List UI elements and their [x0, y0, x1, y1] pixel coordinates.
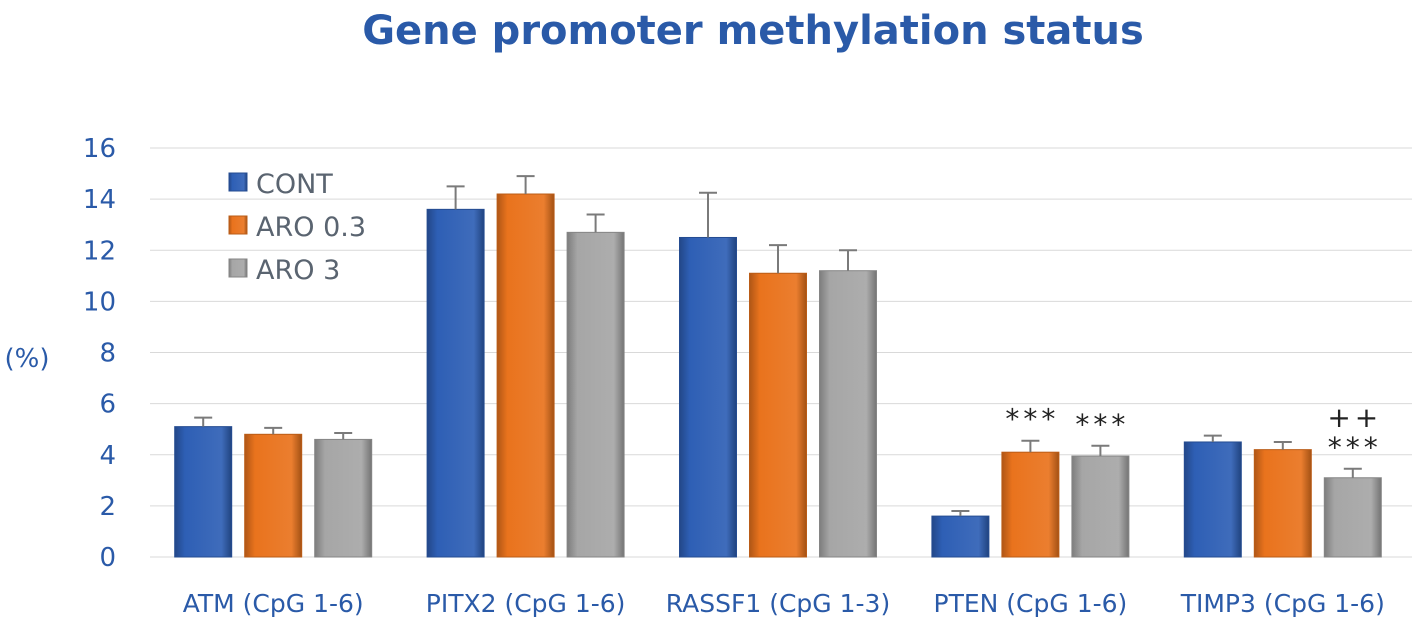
error-bar [446, 185, 465, 210]
error-bar [1021, 439, 1040, 453]
legend-swatch [228, 258, 248, 278]
bar [931, 515, 990, 558]
significance-label: ++ [1327, 401, 1382, 434]
y-tick-label: 4 [99, 441, 116, 471]
bar [496, 193, 555, 558]
bar [1253, 449, 1312, 558]
y-tick-label: 14 [83, 185, 116, 215]
y-tick-label: 0 [99, 543, 116, 573]
legend-item: ARO 3 [228, 255, 340, 286]
legend: CONT ARO 0.3 ARO 3 [228, 169, 366, 286]
y-axis-ticks: 0 2 4 6 8 10 12 14 16 [83, 134, 116, 573]
bar [566, 231, 625, 558]
error-bar [769, 244, 787, 274]
bar [314, 438, 373, 558]
legend-item: ARO 0.3 [228, 212, 366, 243]
significance-label: *** [1075, 408, 1129, 441]
significance-label: *** [1005, 403, 1059, 436]
bar [1071, 455, 1130, 558]
error-bar [699, 191, 717, 238]
bar [1183, 441, 1242, 558]
error-bar [1091, 444, 1110, 457]
error-bar [1203, 434, 1222, 442]
legend-label: ARO 3 [256, 255, 340, 286]
error-bar [334, 432, 353, 440]
bar [174, 426, 233, 558]
legend-label: CONT [256, 169, 333, 200]
bars [174, 175, 1382, 558]
significance-label: *** [1328, 431, 1382, 464]
significance-annotations: *** *** ++*** [1005, 401, 1382, 464]
y-tick-label: 10 [83, 287, 116, 317]
category-label: PITX2 (CpG 1-6) [426, 589, 626, 618]
bar [749, 272, 807, 558]
bar [819, 270, 877, 558]
legend-swatch [228, 215, 248, 235]
error-bar [1273, 440, 1292, 450]
y-tick-label: 8 [99, 339, 116, 369]
category-label: TIMP3 (CpG 1-6) [1180, 589, 1385, 618]
category-label: RASSF1 (CpG 1-3) [666, 589, 890, 618]
category-label: ATM (CpG 1-6) [183, 589, 364, 618]
error-bar [516, 175, 535, 195]
category-labels: ATM (CpG 1-6) PITX2 (CpG 1-6) RASSF1 (CpG … [183, 589, 1385, 618]
legend-item: CONT [228, 169, 333, 200]
legend-label: ARO 0.3 [256, 212, 366, 243]
error-bar [1343, 467, 1362, 478]
y-tick-label: 16 [83, 134, 116, 164]
error-bar [194, 416, 213, 427]
error-bar [839, 249, 857, 271]
category-label: PTEN (CpG 1-6) [934, 589, 1128, 618]
bar [679, 236, 737, 558]
y-axis-label: (%) [5, 344, 50, 374]
error-bar [951, 509, 970, 517]
legend-swatch [228, 172, 248, 192]
bar [1323, 477, 1382, 558]
bar [244, 433, 303, 558]
y-tick-label: 6 [99, 390, 116, 420]
bar [426, 208, 485, 558]
y-tick-label: 12 [83, 236, 116, 266]
y-tick-label: 2 [99, 492, 116, 522]
error-bar [586, 213, 605, 233]
error-bar [264, 426, 283, 435]
chart-title: Gene promoter methylation status [362, 8, 1144, 54]
bar [1001, 451, 1060, 558]
